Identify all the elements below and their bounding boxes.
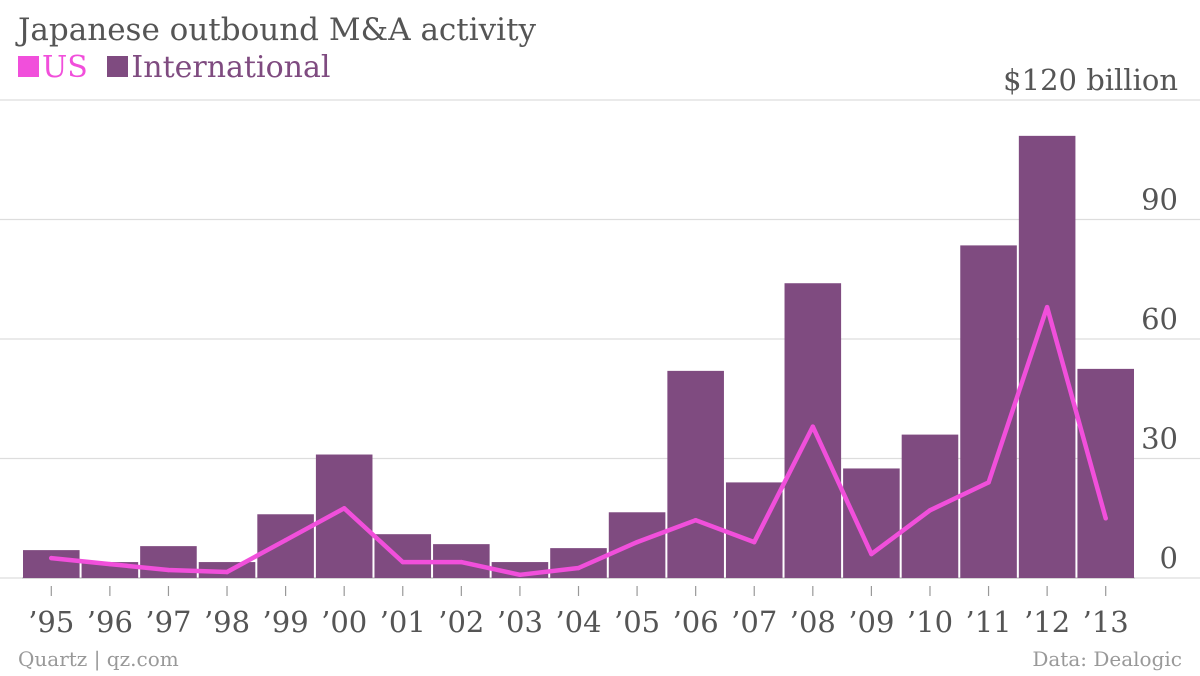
legend-swatch-us (18, 56, 39, 77)
point-us (459, 559, 464, 565)
point-us (927, 508, 933, 513)
chart-title: Japanese outbound M&A activity (18, 12, 537, 48)
legend: US International (18, 50, 340, 85)
x-tick-label: ’96 (87, 605, 133, 639)
x-tick-label: ’11 (965, 605, 1011, 639)
bar-international (23, 550, 80, 578)
x-tick-label: ’03 (497, 605, 543, 639)
legend-swatch-international (107, 56, 129, 77)
x-tick-label: ’10 (907, 605, 953, 639)
y-axis-ticks: 0 30 60 90 $120 billion (1003, 63, 1178, 575)
point-us (1044, 304, 1050, 310)
point-us (166, 567, 171, 573)
x-tick-label: ’98 (204, 605, 250, 639)
bar-international (140, 546, 197, 578)
bar-international (374, 534, 432, 578)
bar-international (257, 514, 314, 578)
point-us (341, 506, 347, 511)
x-tick-label: ’01 (380, 605, 426, 639)
point-us (107, 561, 113, 567)
point-us (752, 539, 757, 545)
x-tick-label: ’08 (790, 605, 836, 639)
point-us (634, 539, 640, 545)
x-tick-label: ’02 (438, 605, 484, 639)
bar-international (315, 454, 373, 578)
bar-international (608, 512, 666, 578)
legend-item-us: US (18, 50, 97, 85)
x-tick-label: ’00 (321, 605, 367, 639)
x-tick-label: ’99 (263, 605, 309, 639)
x-tick-label: ’07 (731, 605, 777, 639)
point-us (283, 537, 288, 543)
bar-international (1077, 368, 1134, 578)
bar-international (843, 468, 900, 578)
x-tick-label: ’97 (145, 605, 191, 639)
x-tick-label: ’13 (1083, 605, 1129, 639)
footer-source: Quartz | qz.com (18, 647, 179, 671)
point-us (224, 569, 230, 575)
x-tick-label: ’06 (673, 605, 719, 639)
x-tick-label: ’12 (1024, 605, 1070, 639)
bars-international (23, 135, 1134, 578)
point-us (576, 565, 581, 571)
bar-international (725, 482, 783, 578)
bar-international (667, 370, 724, 578)
x-tick-label: ’09 (848, 605, 894, 639)
x-axis-ticks: ’95 ’96 ’97 ’98 ’99 ’00 ’01 ’02 ’03 ’04 ’05 ’06 ’07 ’… (28, 586, 1129, 639)
x-tick-label: ’95 (28, 605, 74, 639)
point-us (693, 518, 698, 523)
bar-international (960, 245, 1017, 578)
y-tick-label: 90 (1141, 183, 1178, 217)
point-us (810, 424, 816, 429)
x-tick-label: ’04 (555, 605, 601, 639)
point-us (517, 572, 523, 578)
y-tick-label: 0 (1160, 541, 1178, 575)
point-us (869, 551, 874, 557)
legend-label-us: US (42, 50, 88, 85)
bar-international (550, 548, 607, 578)
bar-international (1018, 135, 1076, 578)
y-tick-label: 30 (1141, 422, 1178, 456)
legend-item-international: International (107, 50, 330, 85)
point-us (49, 555, 54, 561)
y-tick-label: 60 (1141, 302, 1178, 336)
bar-international (901, 434, 959, 578)
line-us (49, 304, 1108, 578)
x-tick-label: ’05 (614, 605, 660, 639)
y-tick-label: $120 billion (1003, 63, 1178, 97)
legend-label-international: International (131, 50, 331, 85)
footer-data-credit: Data: Dealogic (1032, 647, 1182, 671)
point-us (986, 480, 991, 485)
point-us (1103, 516, 1108, 521)
point-us (400, 559, 405, 565)
